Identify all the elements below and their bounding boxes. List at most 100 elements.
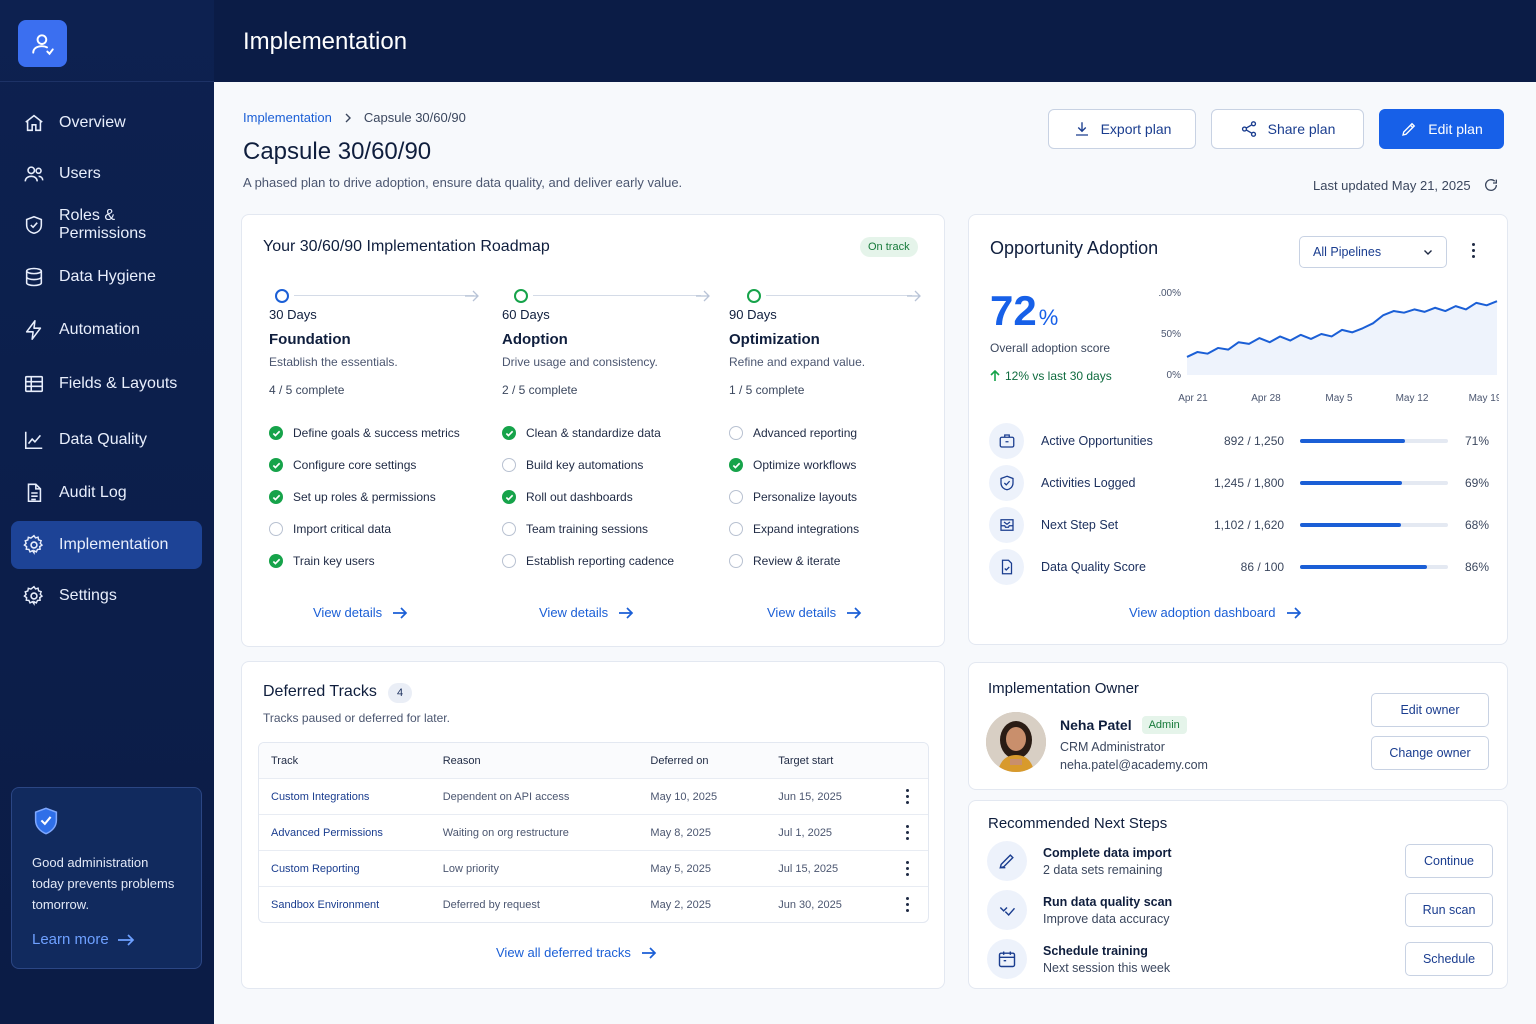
owner-card-title: Implementation Owner bbox=[988, 680, 1139, 697]
sidebar-item-implementation[interactable]: Implementation bbox=[11, 521, 202, 569]
task-item[interactable]: Set up roles & permissions bbox=[269, 481, 499, 513]
change-owner-button[interactable]: Change owner bbox=[1371, 736, 1489, 770]
sidebar-item-roles-permissions[interactable]: Roles & Permissions bbox=[11, 201, 202, 249]
database-icon bbox=[23, 266, 45, 288]
task-item[interactable]: Build key automations bbox=[502, 449, 732, 481]
score-value: 72 bbox=[990, 287, 1037, 334]
task-label: Clean & standardize data bbox=[526, 426, 661, 440]
deferred-on: May 2, 2025 bbox=[650, 898, 711, 911]
target-start: Jun 30, 2025 bbox=[778, 898, 842, 911]
arrow-right-icon bbox=[847, 606, 862, 619]
metric-name: Activities Logged bbox=[1041, 476, 1136, 490]
view-all-deferred-label: View all deferred tracks bbox=[496, 945, 631, 960]
track-name[interactable]: Custom Reporting bbox=[271, 862, 360, 875]
sidebar-item-label: Data Hygiene bbox=[59, 268, 156, 285]
circle-empty-icon bbox=[502, 522, 516, 536]
sidebar-item-label: Fields & Layouts bbox=[59, 375, 178, 392]
task-item[interactable]: Clean & standardize data bbox=[502, 417, 732, 449]
continue-button[interactable]: Continue bbox=[1405, 844, 1493, 878]
view-all-deferred-link[interactable]: View all deferred tracks bbox=[496, 945, 657, 960]
x-tick-label: Apr 28 bbox=[1251, 393, 1281, 404]
x-tick-label: May 5 bbox=[1325, 393, 1353, 404]
next-step-item: Schedule training Next session this week bbox=[987, 939, 1407, 979]
edit-owner-button[interactable]: Edit owner bbox=[1371, 693, 1489, 727]
table-row[interactable]: Sandbox Environment Deferred by request … bbox=[259, 886, 928, 922]
refresh-icon[interactable] bbox=[1483, 177, 1499, 193]
view-details-link[interactable]: View details bbox=[539, 605, 634, 620]
task-item[interactable]: Configure core settings bbox=[269, 449, 499, 481]
avatar bbox=[986, 712, 1046, 772]
circle-empty-icon bbox=[729, 554, 743, 568]
phase-desc: Drive usage and consistency. bbox=[502, 355, 658, 369]
task-item[interactable]: Define goals & success metrics bbox=[269, 417, 499, 449]
track-name[interactable]: Advanced Permissions bbox=[271, 826, 383, 839]
sidebar-item-fields-layouts[interactable]: Fields & Layouts bbox=[11, 360, 202, 408]
user-logo-icon bbox=[31, 33, 54, 55]
more-options-icon[interactable] bbox=[906, 789, 910, 804]
schedule-button[interactable]: Schedule bbox=[1405, 942, 1493, 976]
metric-name: Data Quality Score bbox=[1041, 560, 1146, 574]
sidebar-item-automation[interactable]: Automation bbox=[11, 306, 202, 354]
phase-desc: Refine and expand value. bbox=[729, 355, 866, 369]
sidebar-item-overview[interactable]: Overview bbox=[11, 99, 202, 147]
task-item[interactable]: Roll out dashboards bbox=[502, 481, 732, 513]
sidebar-item-settings[interactable]: Settings bbox=[11, 572, 202, 620]
chart-line-icon bbox=[23, 429, 45, 451]
task-label: Personalize layouts bbox=[753, 490, 858, 504]
export-plan-button[interactable]: Export plan bbox=[1048, 109, 1196, 149]
more-options-icon[interactable] bbox=[1472, 243, 1476, 258]
task-item[interactable]: Establish reporting cadence bbox=[502, 545, 732, 577]
task-item[interactable]: Optimize workflows bbox=[729, 449, 959, 481]
deferred-on: May 5, 2025 bbox=[650, 862, 711, 875]
header-title: Implementation bbox=[243, 28, 408, 55]
view-adoption-dashboard-link[interactable]: View adoption dashboard bbox=[1129, 605, 1302, 620]
sidebar-item-data-quality[interactable]: Data Quality bbox=[11, 416, 202, 464]
next-steps-title: Recommended Next Steps bbox=[988, 815, 1168, 832]
pipeline-select[interactable]: All Pipelines bbox=[1299, 236, 1447, 268]
view-details-link[interactable]: View details bbox=[767, 605, 862, 620]
table-row[interactable]: Advanced Permissions Waiting on org rest… bbox=[259, 814, 928, 850]
table-row[interactable]: Custom Integrations Dependent on API acc… bbox=[259, 778, 928, 814]
task-item[interactable]: Team training sessions bbox=[502, 513, 732, 545]
edit-plan-button[interactable]: Edit plan bbox=[1379, 109, 1504, 149]
metric-bar-fill bbox=[1300, 565, 1428, 569]
task-item[interactable]: Review & iterate bbox=[729, 545, 959, 577]
share-plan-button[interactable]: Share plan bbox=[1211, 109, 1364, 149]
circle-empty-icon bbox=[269, 522, 283, 536]
breadcrumb-parent[interactable]: Implementation bbox=[243, 110, 332, 125]
table-row[interactable]: Custom Reporting Low priority May 5, 202… bbox=[259, 850, 928, 886]
task-item[interactable]: Expand integrations bbox=[729, 513, 959, 545]
more-options-icon[interactable] bbox=[906, 861, 910, 876]
task-item[interactable]: Train key users bbox=[269, 545, 499, 577]
deferred-title: Deferred Tracks bbox=[263, 683, 377, 700]
more-options-icon[interactable] bbox=[906, 897, 910, 912]
sidebar-item-label: Users bbox=[59, 165, 101, 182]
arrow-right-icon bbox=[641, 946, 657, 959]
track-name[interactable]: Sandbox Environment bbox=[271, 898, 380, 911]
task-item[interactable]: Import critical data bbox=[269, 513, 499, 545]
app-logo[interactable] bbox=[18, 20, 67, 67]
target-start: Jul 1, 2025 bbox=[778, 826, 833, 839]
share-plan-label: Share plan bbox=[1267, 121, 1336, 137]
view-details-link[interactable]: View details bbox=[313, 605, 408, 620]
learn-more-link[interactable]: Learn more bbox=[32, 931, 181, 948]
metric-bar bbox=[1300, 439, 1448, 443]
shield-icon bbox=[23, 214, 45, 236]
more-options-icon[interactable] bbox=[906, 825, 910, 840]
task-item[interactable]: Advanced reporting bbox=[729, 417, 959, 449]
sidebar-item-users[interactable]: Users bbox=[11, 150, 202, 198]
metric-value: 86 / 100 bbox=[1240, 560, 1285, 574]
circle-empty-icon bbox=[502, 554, 516, 568]
step-subtitle: 2 data sets remaining bbox=[1043, 862, 1163, 877]
timeline-line bbox=[766, 295, 912, 296]
metric-value: 1,245 / 1,800 bbox=[1213, 476, 1285, 490]
person-avatar-icon bbox=[986, 712, 1046, 772]
sidebar-item-audit-log[interactable]: Audit Log bbox=[11, 469, 202, 517]
arrow-right-icon bbox=[117, 933, 134, 946]
next-step-item: Run data quality scan Improve data accur… bbox=[987, 890, 1407, 930]
sidebar-item-data-hygiene[interactable]: Data Hygiene bbox=[11, 253, 202, 301]
briefcase-icon bbox=[989, 423, 1024, 459]
track-name[interactable]: Custom Integrations bbox=[271, 790, 370, 803]
task-item[interactable]: Personalize layouts bbox=[729, 481, 959, 513]
run-scan-button[interactable]: Run scan bbox=[1405, 893, 1493, 927]
